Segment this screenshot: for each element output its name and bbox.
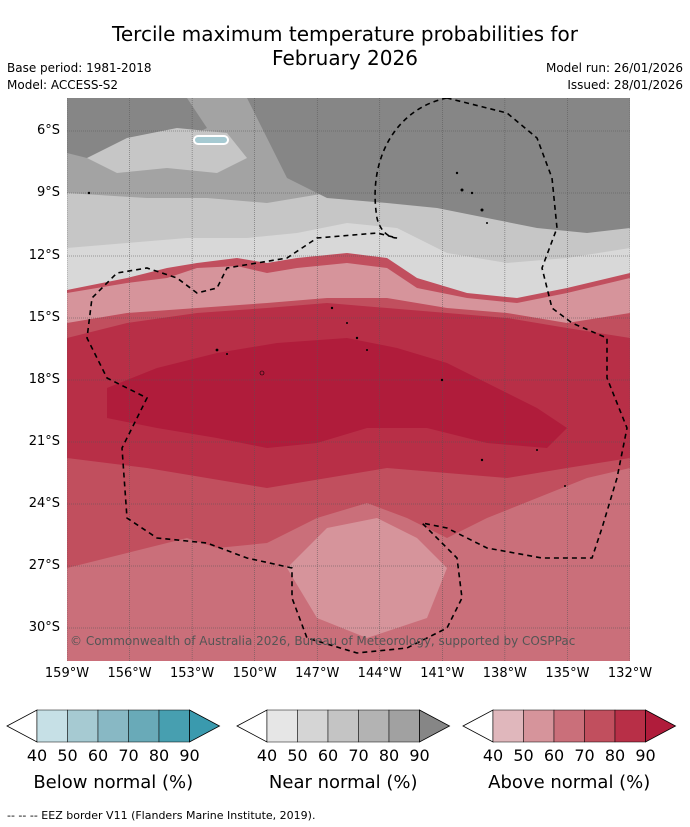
colorbar-segment — [388, 709, 420, 743]
island — [455, 171, 459, 175]
field-above-90 — [107, 338, 567, 448]
colorbar-extend-high — [645, 709, 677, 743]
island — [480, 208, 484, 212]
island — [215, 348, 219, 352]
island — [480, 458, 484, 462]
issued-date: Issued: 28/01/2026 — [567, 78, 683, 92]
lon-label: 132°W — [607, 666, 653, 681]
colorbar-tick: 40 — [256, 746, 278, 765]
lat-label: 18°S — [28, 372, 60, 387]
colorbar-tick: 40 — [26, 746, 48, 765]
colorbar-tick: 80 — [148, 746, 170, 765]
colorbar-tick: 80 — [378, 746, 400, 765]
colorbar-segment — [492, 709, 524, 743]
probability-map — [67, 98, 630, 661]
lat-label: 6°S — [36, 123, 60, 138]
colorbars — [6, 709, 677, 743]
island — [366, 349, 368, 351]
lat-label: 15°S — [28, 310, 60, 325]
colorbar-segment — [36, 709, 68, 743]
colorbar-label: Above normal (%) — [488, 772, 651, 793]
island — [440, 378, 444, 382]
island — [346, 322, 348, 324]
island — [460, 188, 464, 192]
colorbar-segment — [67, 709, 99, 743]
model-name: Model: ACCESS-S2 — [7, 78, 119, 92]
lon-label: 156°W — [107, 666, 152, 681]
colorbar-tick: 50 — [287, 746, 308, 765]
colorbar-segment — [297, 709, 329, 743]
island — [259, 370, 265, 376]
colorbar-segment — [553, 709, 585, 743]
island — [87, 191, 91, 195]
lat-label: 27°S — [28, 558, 60, 573]
colorbar-extend-low — [462, 709, 494, 743]
field-above-50-north — [67, 263, 630, 323]
copyright-notice: © Commonwealth of Australia 2026, Bureau… — [70, 634, 576, 648]
field-above-50 — [287, 518, 447, 638]
colorbar-tick: 50 — [57, 746, 78, 765]
map-title: Tercile maximum temperature probabilitie… — [0, 22, 690, 70]
field-near-70 — [247, 98, 630, 233]
field-below-50-patch — [193, 135, 229, 145]
model-run: Model run: 26/01/2026 — [545, 61, 683, 75]
colorbar-tick: 50 — [513, 746, 534, 765]
island — [536, 449, 538, 451]
lon-label: 141°W — [420, 666, 465, 681]
lat-label: 21°S — [28, 434, 60, 449]
colorbar-extend-high — [189, 709, 221, 743]
colorbar-label: Near normal (%) — [268, 772, 418, 793]
colorbar-tick: 90 — [409, 746, 430, 765]
title-line-1: Tercile maximum temperature probabilitie… — [112, 22, 578, 46]
lat-label: 9°S — [36, 185, 60, 200]
title-line-2: February 2026 — [272, 46, 418, 70]
lon-label: 138°W — [482, 666, 527, 681]
colorbar-extend-high — [419, 709, 451, 743]
island — [330, 306, 334, 310]
colorbar-tick: 80 — [604, 746, 626, 765]
lon-label: 150°W — [232, 666, 277, 681]
island — [564, 485, 566, 487]
lon-label: 144°W — [357, 666, 402, 681]
colorbar-segment — [266, 709, 298, 743]
colorbar-segment — [358, 709, 390, 743]
colorbar-tick: 60 — [87, 746, 109, 765]
colorbar-segment — [614, 709, 646, 743]
lat-label: 30°S — [28, 620, 60, 635]
island — [226, 353, 228, 355]
colorbar-extend-low — [236, 709, 268, 743]
lon-label: 159°W — [44, 666, 90, 681]
colorbar-segment — [584, 709, 616, 743]
lon-label: 135°W — [545, 666, 590, 681]
colorbar-tick: 70 — [118, 746, 139, 765]
colorbar-segment — [327, 709, 359, 743]
footnote: -- -- -- EEZ border V11 (Flanders Marine… — [7, 809, 316, 822]
island — [355, 336, 359, 340]
meta-left: Base period: 1981-2018 Model: ACCESS-S2 — [7, 60, 152, 94]
island — [470, 191, 474, 195]
colorbar-segment — [523, 709, 555, 743]
colorbar-segment — [158, 709, 190, 743]
colorbar-segment — [128, 709, 160, 743]
lon-label: 147°W — [295, 666, 340, 681]
meta-right: Model run: 26/01/2026 Issued: 28/01/2026 — [546, 60, 683, 94]
colorbar-tick: 40 — [482, 746, 504, 765]
colorbar-label: Below normal (%) — [33, 772, 194, 793]
colorbar-extend-low — [6, 709, 38, 743]
colorbar-tick: 70 — [574, 746, 595, 765]
island — [486, 222, 488, 224]
colorbar-tick: 90 — [635, 746, 656, 765]
colorbar-tick: 60 — [317, 746, 339, 765]
colorbar-tick: 90 — [179, 746, 200, 765]
colorbar-segment — [97, 709, 129, 743]
islands — [87, 171, 566, 487]
lon-label: 153°W — [170, 666, 215, 681]
colorbar-tick: 70 — [348, 746, 369, 765]
base-period: Base period: 1981-2018 — [7, 61, 152, 75]
lat-label: 24°S — [28, 496, 60, 511]
colorbar-tick: 60 — [543, 746, 565, 765]
lat-label: 12°S — [28, 248, 60, 263]
